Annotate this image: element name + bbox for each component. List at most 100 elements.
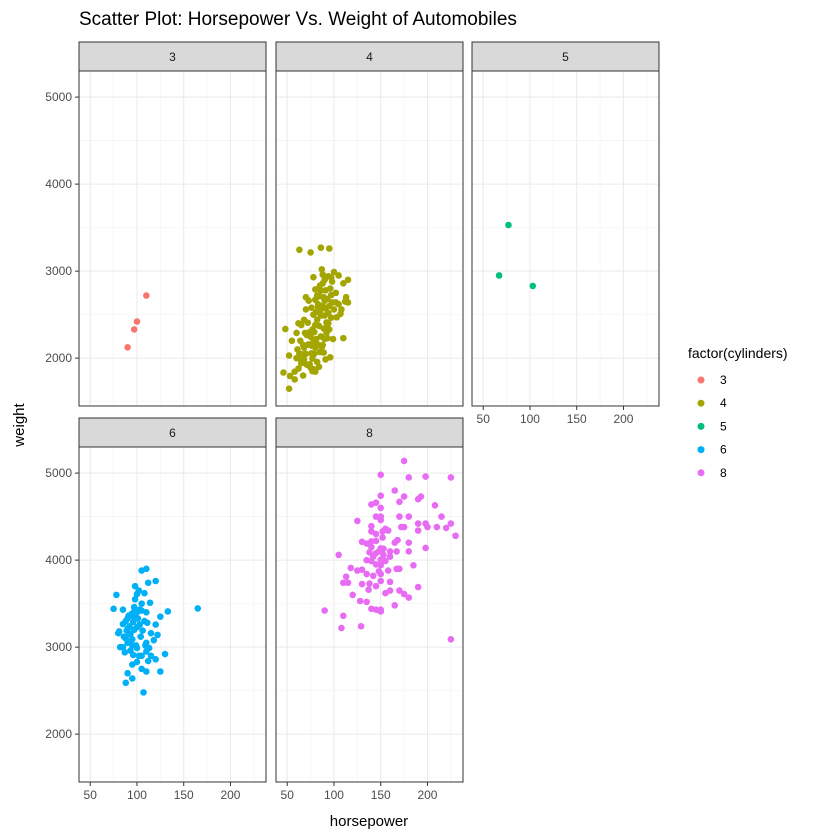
data-point <box>400 493 408 500</box>
data-point <box>307 333 314 341</box>
data-point <box>136 606 144 614</box>
data-point <box>134 615 142 622</box>
data-point <box>366 580 373 587</box>
legend-item-8: 8 <box>697 466 727 480</box>
legend-item-3: 3 <box>697 373 727 387</box>
data-point <box>308 304 315 311</box>
data-point <box>358 580 366 588</box>
data-point <box>286 372 294 380</box>
legend-label: 5 <box>720 419 727 433</box>
y-tick-label: 2000 <box>45 727 72 741</box>
data-point <box>324 334 331 342</box>
data-point <box>340 334 347 342</box>
data-point <box>384 567 392 574</box>
data-point <box>424 523 431 531</box>
data-point <box>280 369 287 376</box>
data-point <box>114 629 122 637</box>
data-point <box>307 249 314 256</box>
data-point <box>372 582 380 590</box>
data-point <box>414 527 422 534</box>
facet-strip-label: 4 <box>366 50 373 64</box>
legend-key <box>697 376 705 384</box>
facet-strip <box>78 41 267 72</box>
data-point <box>321 607 328 614</box>
data-point <box>344 579 352 587</box>
y-tick-label: 2000 <box>45 351 72 365</box>
data-point <box>375 568 383 575</box>
y-tick-label: 3000 <box>45 264 72 278</box>
x-tick-label: 150 <box>371 788 391 802</box>
data-point <box>305 297 313 305</box>
data-point <box>291 376 299 383</box>
data-point <box>447 636 455 643</box>
facet-panel-5: 5 <box>471 41 660 407</box>
data-point <box>337 310 344 318</box>
data-point <box>330 306 338 313</box>
data-point <box>347 564 355 572</box>
data-point <box>495 272 503 279</box>
data-point <box>368 557 375 565</box>
data-point <box>308 350 315 357</box>
x-axes: 50 100 150 200 50 100 150 200 50 100 150 200 <box>84 406 634 802</box>
x-tick-label: 200 <box>220 788 240 802</box>
data-point <box>344 276 352 284</box>
data-point <box>433 523 441 531</box>
data-point <box>405 594 413 601</box>
data-point <box>382 557 389 565</box>
y-axes: 2000 3000 4000 5000 2000 3000 4000 5000 <box>45 90 79 741</box>
legend-item-6: 6 <box>697 443 727 457</box>
x-axis-title: horsepower <box>330 813 408 830</box>
data-point <box>327 273 335 281</box>
data-point <box>372 537 380 545</box>
data-point <box>400 590 408 598</box>
data-point <box>138 600 145 607</box>
facet-panels: 3 4 5 6 8 <box>78 41 660 783</box>
data-point <box>317 244 325 251</box>
data-point <box>321 297 328 305</box>
data-point <box>295 320 302 327</box>
data-point <box>326 285 334 292</box>
data-point <box>349 591 356 599</box>
legend: factor(cylinders) 3 4 5 6 8 <box>688 345 788 480</box>
facet-strip-label: 6 <box>169 426 176 440</box>
data-point <box>356 597 364 605</box>
data-point <box>164 608 172 615</box>
data-point <box>300 316 308 324</box>
data-point <box>319 271 327 278</box>
data-point <box>354 517 361 525</box>
data-point <box>137 633 145 640</box>
data-point <box>340 579 347 587</box>
data-point <box>311 328 318 336</box>
data-point <box>372 549 380 557</box>
data-point <box>147 652 155 660</box>
legend-title: factor(cylinders) <box>688 345 788 361</box>
data-point <box>363 540 370 547</box>
data-point <box>125 612 132 620</box>
data-point <box>357 622 365 630</box>
data-point <box>414 520 422 527</box>
data-point <box>144 657 152 665</box>
facet-strip <box>471 41 660 72</box>
y-tick-label: 5000 <box>45 90 72 104</box>
data-point <box>325 309 332 317</box>
data-point <box>128 661 136 668</box>
data-point <box>120 633 128 640</box>
data-point <box>141 589 148 597</box>
data-point <box>119 606 127 614</box>
facet-strip <box>275 41 464 72</box>
facet-panel-4: 4 <box>275 41 464 407</box>
data-point <box>377 545 385 552</box>
data-point <box>127 647 134 654</box>
legend-item-5: 5 <box>697 419 727 433</box>
data-point <box>505 221 512 229</box>
data-point <box>340 280 347 287</box>
y-tick-label: 3000 <box>45 640 72 654</box>
data-point <box>318 266 326 273</box>
y-tick-label: 4000 <box>45 177 72 191</box>
data-point <box>414 583 422 591</box>
data-point <box>377 577 385 585</box>
data-point <box>386 587 394 594</box>
data-point <box>327 291 335 299</box>
legend-key <box>697 446 705 454</box>
legend-label: 3 <box>720 373 727 387</box>
